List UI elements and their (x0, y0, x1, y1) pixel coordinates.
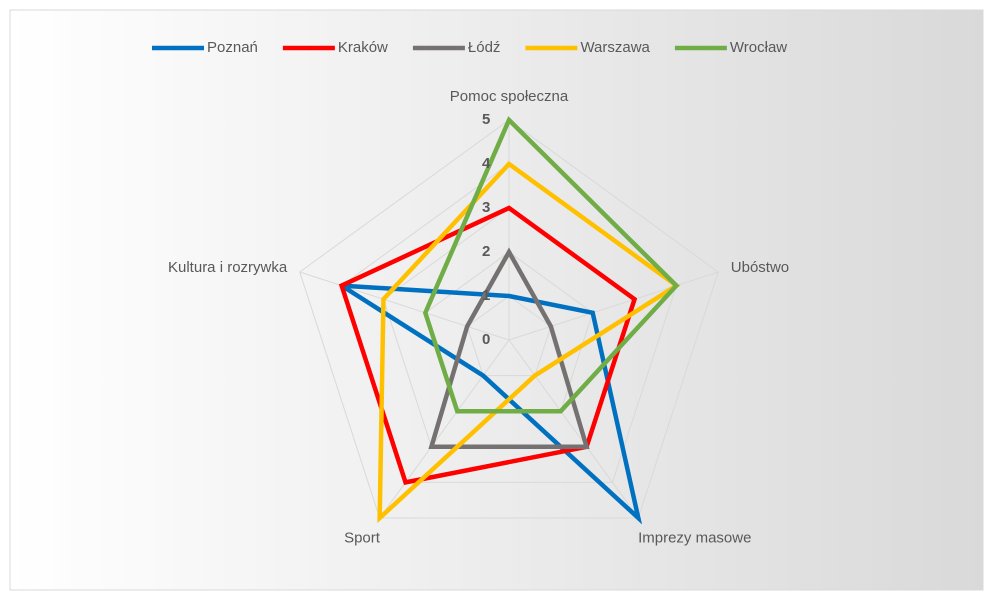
category-label: Kultura i rozrywka (168, 259, 288, 276)
axis-spoke (508, 271, 719, 341)
legend-label: Wrocław (730, 39, 787, 56)
r-tick-label: 1 (482, 287, 490, 304)
grid-line (466, 295, 552, 377)
r-tick-label: 4 (482, 155, 491, 172)
r-tick-label: 2 (482, 243, 490, 260)
category-label: Imprezy masowe (638, 530, 751, 547)
legend-label: Łódź (468, 39, 501, 56)
category-label: Ubóstwo (731, 259, 789, 276)
r-tick-label: 0 (482, 331, 490, 348)
series-line (377, 161, 681, 524)
legend-label: Warszawa (580, 39, 650, 56)
category-label: Sport (344, 530, 381, 547)
series-line (428, 247, 590, 450)
axis-spoke (508, 339, 639, 519)
r-tick-label: 3 (482, 199, 490, 216)
series-line (422, 116, 680, 414)
legend-label: Poznań (207, 39, 258, 56)
grid-line (299, 119, 719, 519)
r-tick-label: 5 (482, 111, 490, 128)
chart-background (9, 9, 984, 591)
axis-spoke (379, 339, 510, 519)
axis-spoke (299, 271, 510, 341)
series-line (338, 205, 638, 485)
legend-label: Kraków (338, 39, 388, 56)
category-label: Pomoc społeczna (450, 88, 569, 105)
